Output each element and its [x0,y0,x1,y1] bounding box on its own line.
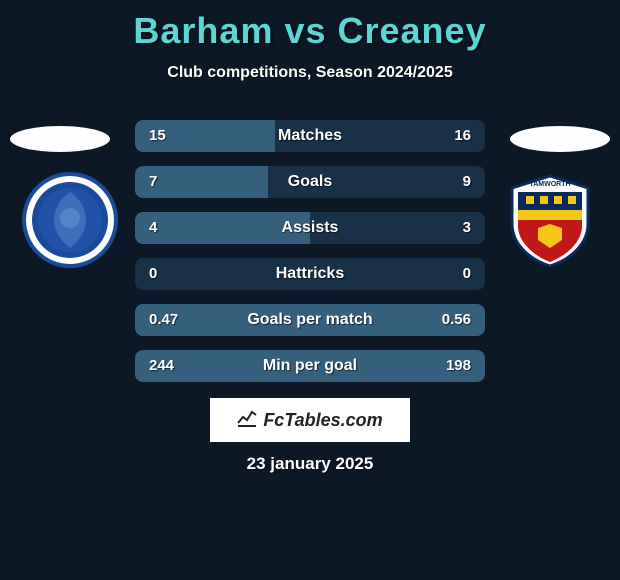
stat-row: 1516Matches [135,120,485,152]
stat-row: 0.470.56Goals per match [135,304,485,336]
subtitle: Club competitions, Season 2024/2025 [0,64,620,82]
aldershot-badge-icon [20,170,120,270]
chart-icon [237,409,257,432]
infographic-container: Barham vs Creaney Club competitions, Sea… [0,0,620,580]
player-left-name-oval [10,126,110,152]
date-text: 23 january 2025 [0,454,620,474]
footer-brand: FcTables.com [210,398,410,442]
stat-label: Hattricks [135,258,485,290]
stat-row: 244198Min per goal [135,350,485,382]
stat-label: Min per goal [135,350,485,382]
stat-row: 00Hattricks [135,258,485,290]
main-title: Barham vs Creaney [0,0,620,52]
stat-row: 43Assists [135,212,485,244]
player-left-badge [20,170,120,270]
stat-label: Goals per match [135,304,485,336]
svg-text:TAMWORTH: TAMWORTH [529,181,570,188]
player-right-name-oval [510,126,610,152]
player-right-badge: TAMWORTH [500,170,600,270]
stat-label: Matches [135,120,485,152]
tamworth-badge-icon: TAMWORTH [500,170,600,270]
stat-label: Goals [135,166,485,198]
stat-row: 79Goals [135,166,485,198]
stats-container: 1516Matches 79Goals 43Assists 00Hattricks 0.… [135,120,485,396]
footer-brand-text: FcTables.com [263,410,382,431]
stat-label: Assists [135,212,485,244]
